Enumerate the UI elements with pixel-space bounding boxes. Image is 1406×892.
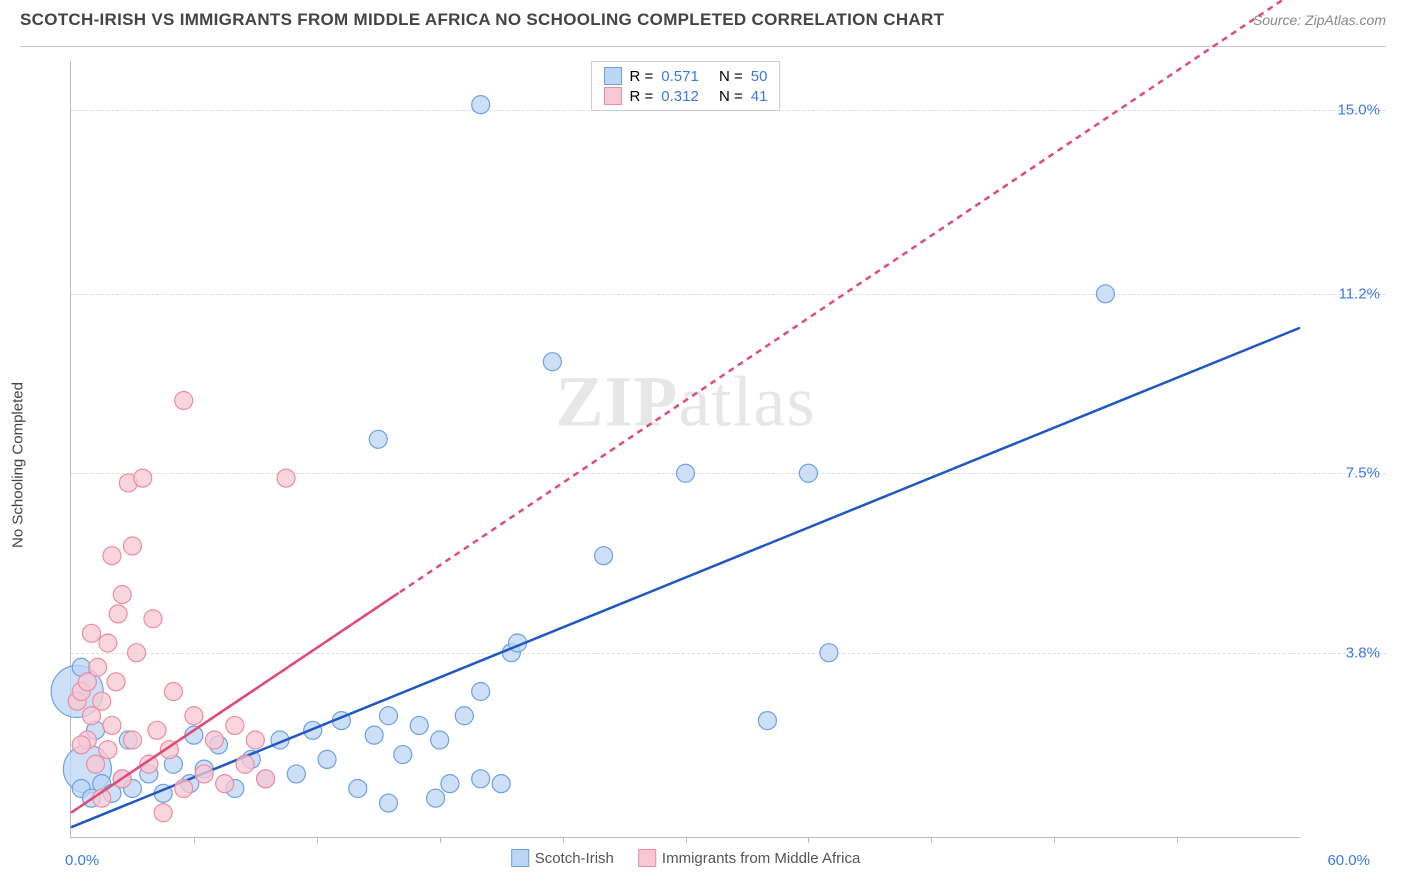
- scatter-point: [236, 755, 254, 773]
- scatter-point: [128, 644, 146, 662]
- y-tick-label: 7.5%: [1346, 465, 1380, 482]
- scatter-point: [103, 547, 121, 565]
- scatter-point: [472, 683, 490, 701]
- scatter-point: [82, 624, 100, 642]
- scatter-point: [113, 586, 131, 604]
- series-legend-label-1: Immigrants from Middle Africa: [662, 850, 860, 867]
- scatter-point: [431, 731, 449, 749]
- x-tick: [194, 837, 195, 843]
- series-legend-swatch-1: [638, 849, 656, 867]
- scatter-point: [195, 765, 213, 783]
- scatter-point: [257, 770, 275, 788]
- plot-area: ZIPatlas R = 0.571 N = 50 R = 0.312 N = …: [70, 61, 1300, 838]
- x-tick: [563, 837, 564, 843]
- scatter-point: [99, 741, 117, 759]
- x-tick: [1177, 837, 1178, 843]
- legend-swatch-1: [604, 87, 622, 105]
- x-tick: [317, 837, 318, 843]
- scatter-point: [226, 716, 244, 734]
- scatter-point: [93, 692, 111, 710]
- scatter-point: [427, 789, 445, 807]
- scatter-point: [216, 775, 234, 793]
- n-value-0: 50: [751, 68, 768, 85]
- chart-title: SCOTCH-IRISH VS IMMIGRANTS FROM MIDDLE A…: [20, 10, 944, 30]
- scatter-point: [89, 658, 107, 676]
- n-prefix: N =: [719, 88, 743, 105]
- scatter-point: [379, 794, 397, 812]
- y-tick-label: 3.8%: [1346, 644, 1380, 661]
- scatter-point: [394, 746, 412, 764]
- scatter-point: [123, 537, 141, 555]
- n-prefix: N =: [719, 68, 743, 85]
- scatter-point: [472, 770, 490, 788]
- chart-container: No Schooling Completed ZIPatlas R = 0.57…: [20, 46, 1386, 882]
- scatter-point: [103, 716, 121, 734]
- trend-line: [71, 0, 1300, 813]
- r-prefix: R =: [630, 68, 654, 85]
- scatter-point: [154, 804, 172, 822]
- y-tick-label: 11.2%: [1339, 285, 1380, 302]
- scatter-point: [758, 712, 776, 730]
- r-value-1: 0.312: [661, 88, 699, 105]
- series-legend-label-0: Scotch-Irish: [535, 850, 614, 867]
- r-prefix: R =: [630, 88, 654, 105]
- y-tick-label: 15.0%: [1337, 101, 1380, 118]
- scatter-svg: [71, 61, 1300, 837]
- n-value-1: 41: [751, 88, 768, 105]
- x-tick: [1054, 837, 1055, 843]
- scatter-point: [369, 430, 387, 448]
- scatter-point: [109, 605, 127, 623]
- x-axis-min-label: 0.0%: [65, 852, 99, 869]
- scatter-point: [799, 464, 817, 482]
- series-legend-swatch-0: [511, 849, 529, 867]
- legend-row-series-1: R = 0.312 N = 41: [604, 86, 768, 106]
- scatter-point: [185, 707, 203, 725]
- legend-swatch-0: [604, 67, 622, 85]
- scatter-point: [72, 736, 90, 754]
- x-tick: [686, 837, 687, 843]
- x-tick: [808, 837, 809, 843]
- scatter-point: [820, 644, 838, 662]
- scatter-point: [99, 634, 117, 652]
- scatter-point: [492, 775, 510, 793]
- scatter-point: [1096, 285, 1114, 303]
- y-axis-label: No Schooling Completed: [10, 382, 27, 548]
- chart-header: SCOTCH-IRISH VS IMMIGRANTS FROM MIDDLE A…: [0, 0, 1406, 36]
- scatter-point: [441, 775, 459, 793]
- scatter-point: [318, 750, 336, 768]
- scatter-point: [277, 469, 295, 487]
- scatter-point: [246, 731, 264, 749]
- x-axis-max-label: 60.0%: [1327, 852, 1370, 869]
- correlation-legend: R = 0.571 N = 50 R = 0.312 N = 41: [591, 61, 781, 111]
- series-legend-item-0: Scotch-Irish: [511, 849, 614, 867]
- series-legend-item-1: Immigrants from Middle Africa: [638, 849, 860, 867]
- scatter-point: [455, 707, 473, 725]
- scatter-point: [144, 610, 162, 628]
- scatter-point: [205, 731, 223, 749]
- scatter-point: [543, 353, 561, 371]
- r-value-0: 0.571: [661, 68, 699, 85]
- scatter-point: [287, 765, 305, 783]
- scatter-point: [87, 755, 105, 773]
- legend-row-series-0: R = 0.571 N = 50: [604, 66, 768, 86]
- scatter-point: [175, 780, 193, 798]
- scatter-point: [175, 392, 193, 410]
- scatter-point: [595, 547, 613, 565]
- scatter-point: [677, 464, 695, 482]
- trend-line: [71, 328, 1300, 828]
- scatter-point: [134, 469, 152, 487]
- x-tick: [931, 837, 932, 843]
- scatter-point: [349, 780, 367, 798]
- scatter-point: [107, 673, 125, 691]
- scatter-point: [410, 716, 428, 734]
- scatter-point: [164, 683, 182, 701]
- scatter-point: [379, 707, 397, 725]
- scatter-point: [148, 721, 166, 739]
- scatter-point: [365, 726, 383, 744]
- x-tick: [440, 837, 441, 843]
- scatter-point: [472, 96, 490, 114]
- series-legend: Scotch-Irish Immigrants from Middle Afri…: [511, 849, 861, 867]
- scatter-point: [123, 731, 141, 749]
- source-attribution: Source: ZipAtlas.com: [1253, 12, 1386, 28]
